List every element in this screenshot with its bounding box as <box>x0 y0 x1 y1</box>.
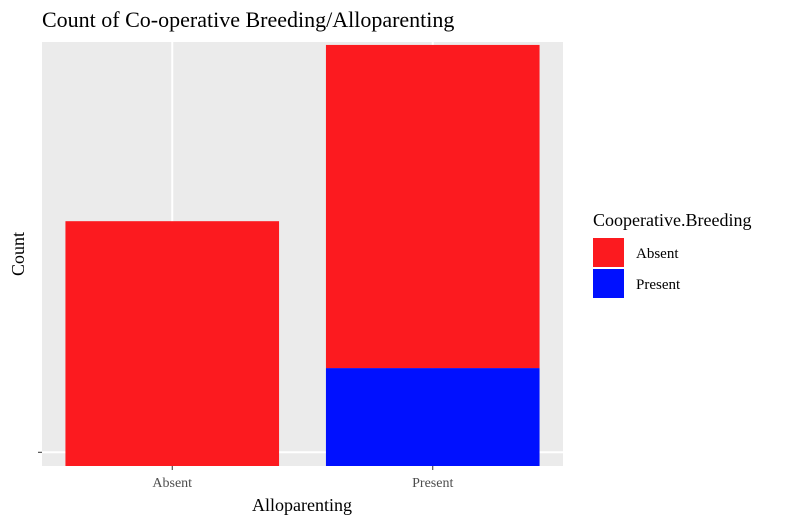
legend-label: Absent <box>636 246 679 262</box>
legend-key <box>593 238 624 267</box>
x-tick-label: Present <box>412 476 453 491</box>
y-axis-label: Count <box>8 232 28 276</box>
bar <box>65 221 280 466</box>
x-axis-label: Alloparenting <box>252 495 352 515</box>
chart-title: Count of Co-operative Breeding/Alloparen… <box>42 7 454 32</box>
legend-label: Present <box>636 277 681 293</box>
bar <box>325 368 540 466</box>
x-tick-label: Absent <box>152 476 192 491</box>
bar <box>325 44 540 369</box>
legend-key <box>593 269 624 298</box>
legend-title: Cooperative.Breeding <box>593 210 751 230</box>
